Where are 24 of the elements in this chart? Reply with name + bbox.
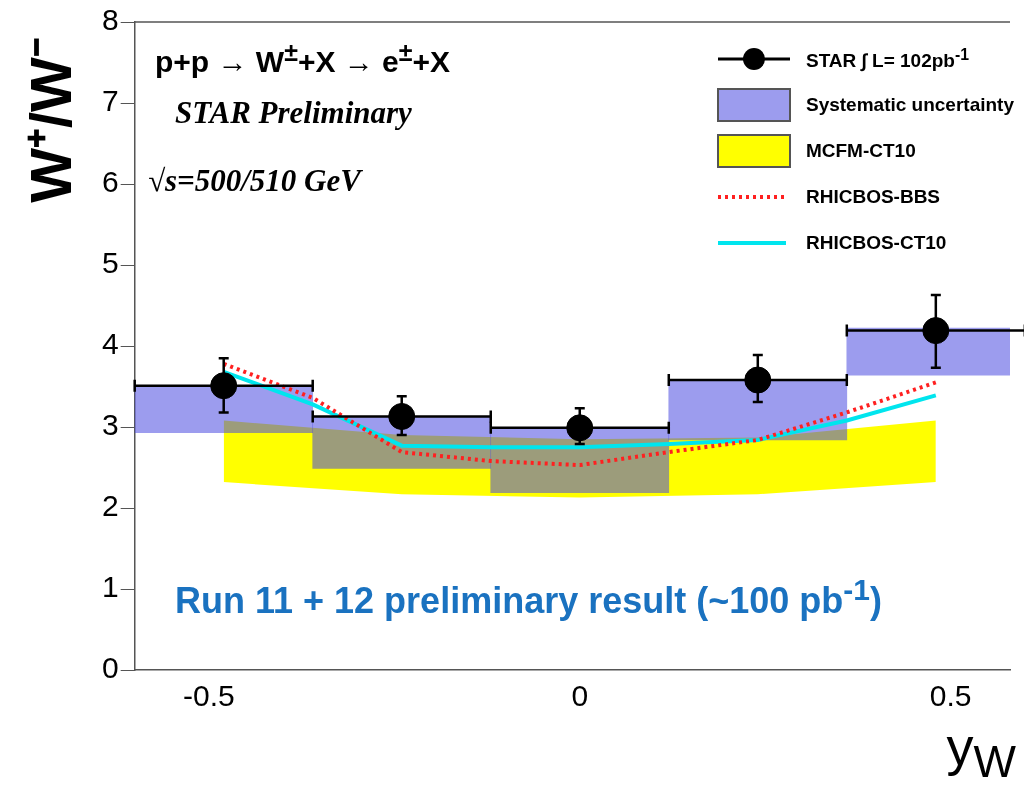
y-tick-label: 4	[102, 327, 119, 361]
annotation: p+p → W$^{±}$+X → e$^{±}$+X	[155, 38, 451, 79]
legend-label: MCFM-CT10	[805, 140, 916, 162]
x-tick-label: 0.5	[929, 679, 972, 713]
y-tick-label: 3	[102, 408, 119, 442]
y-tick-label: 7	[102, 84, 119, 118]
x-tick-label: 0	[571, 679, 589, 713]
y-axis-title: W⁺/W⁻	[16, 37, 84, 203]
y-tick-label: 1	[102, 570, 119, 604]
x-axis-title: y$_{W}$	[946, 715, 1016, 788]
legend-label: RHICBOS-CT10	[805, 232, 947, 254]
y-tick-label: 0	[102, 651, 119, 685]
legend-label: STAR ∫ L= 102pb$^{-1}$	[805, 45, 970, 73]
legend-label: Systematic uncertainty	[805, 94, 1014, 116]
annotation: Run 11 + 12 preliminary result (~100 pb$^{-1}$)	[175, 573, 882, 622]
y-tick-label: 2	[102, 489, 119, 523]
y-tick-label: 8	[102, 3, 119, 37]
y-tick-label: 5	[102, 246, 119, 280]
annotation: STAR Preliminary	[175, 95, 412, 131]
x-tick-label: -0.5	[183, 679, 235, 713]
y-tick-label: 6	[102, 165, 119, 199]
bar	[134, 386, 314, 433]
annotation: √s=500/510 GeV	[148, 163, 361, 199]
legend-label: RHICBOS-BBS	[805, 186, 941, 208]
